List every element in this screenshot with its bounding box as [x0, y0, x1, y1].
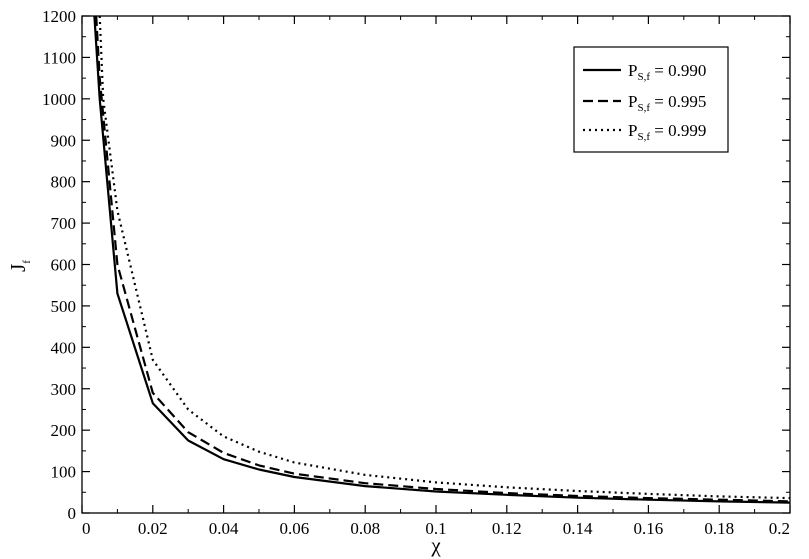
x-tick-label: 0.12 — [492, 519, 522, 538]
y-tick-label: 400 — [51, 338, 77, 357]
y-tick-label: 1200 — [42, 7, 76, 26]
y-tick-label: 600 — [51, 256, 77, 275]
y-tick-label: 100 — [51, 463, 77, 482]
y-tick-label: 1000 — [42, 90, 76, 109]
series-line-dashed — [95, 15, 791, 503]
x-tick-label: 0.04 — [209, 519, 239, 538]
x-tick-label: 0.08 — [350, 519, 380, 538]
x-tick-label: 0.18 — [704, 519, 734, 538]
x-tick-label: 0 — [82, 519, 91, 538]
legend-item-0990: PS,f = 0.990 — [583, 61, 706, 83]
x-tick-label: 0.1 — [425, 519, 446, 538]
y-axis-ticks: 0 100 200 300 400 500 600 700 800 900 1000 1100 1200 — [42, 7, 790, 523]
x-tick-label: 0.2 — [769, 519, 790, 538]
y-tick-label: 0 — [68, 504, 77, 523]
x-tick-label: 0.14 — [563, 519, 593, 538]
legend-label-0995: PS,f = 0.995 — [628, 92, 706, 114]
y-tick-label: 200 — [51, 421, 77, 440]
legend-label-0999: PS,f = 0.999 — [628, 121, 706, 143]
x-tick-label: 0.06 — [280, 519, 310, 538]
series-line-dotted — [98, 15, 791, 500]
y-tick-label: 900 — [51, 131, 77, 150]
y-tick-label: 700 — [51, 214, 77, 233]
series-line-solid — [93, 15, 791, 504]
y-tick-label: 800 — [51, 173, 77, 192]
x-tick-label: 0.16 — [634, 519, 664, 538]
y-tick-label: 1100 — [43, 48, 76, 67]
legend: PS,f = 0.990 PS,f = 0.995 PS,f = 0.999 — [573, 46, 729, 153]
x-tick-label: 0.02 — [138, 519, 168, 538]
legend-item-0995: PS,f = 0.995 — [583, 92, 706, 114]
y-tick-label: 300 — [51, 380, 77, 399]
series-layer — [93, 15, 791, 504]
x-axis-label: χ — [430, 533, 441, 557]
x-axis-ticks: 0 0.02 0.04 0.06 0.08 0.1 0.12 0.14 0.16 0.18 0.2 — [81, 16, 791, 538]
y-tick-label: 500 — [51, 297, 77, 316]
legend-label-0990: PS,f = 0.990 — [628, 61, 706, 83]
legend-item-0999: PS,f = 0.999 — [583, 121, 706, 143]
y-axis-label: Jf — [6, 260, 33, 272]
legend-box — [573, 46, 729, 153]
